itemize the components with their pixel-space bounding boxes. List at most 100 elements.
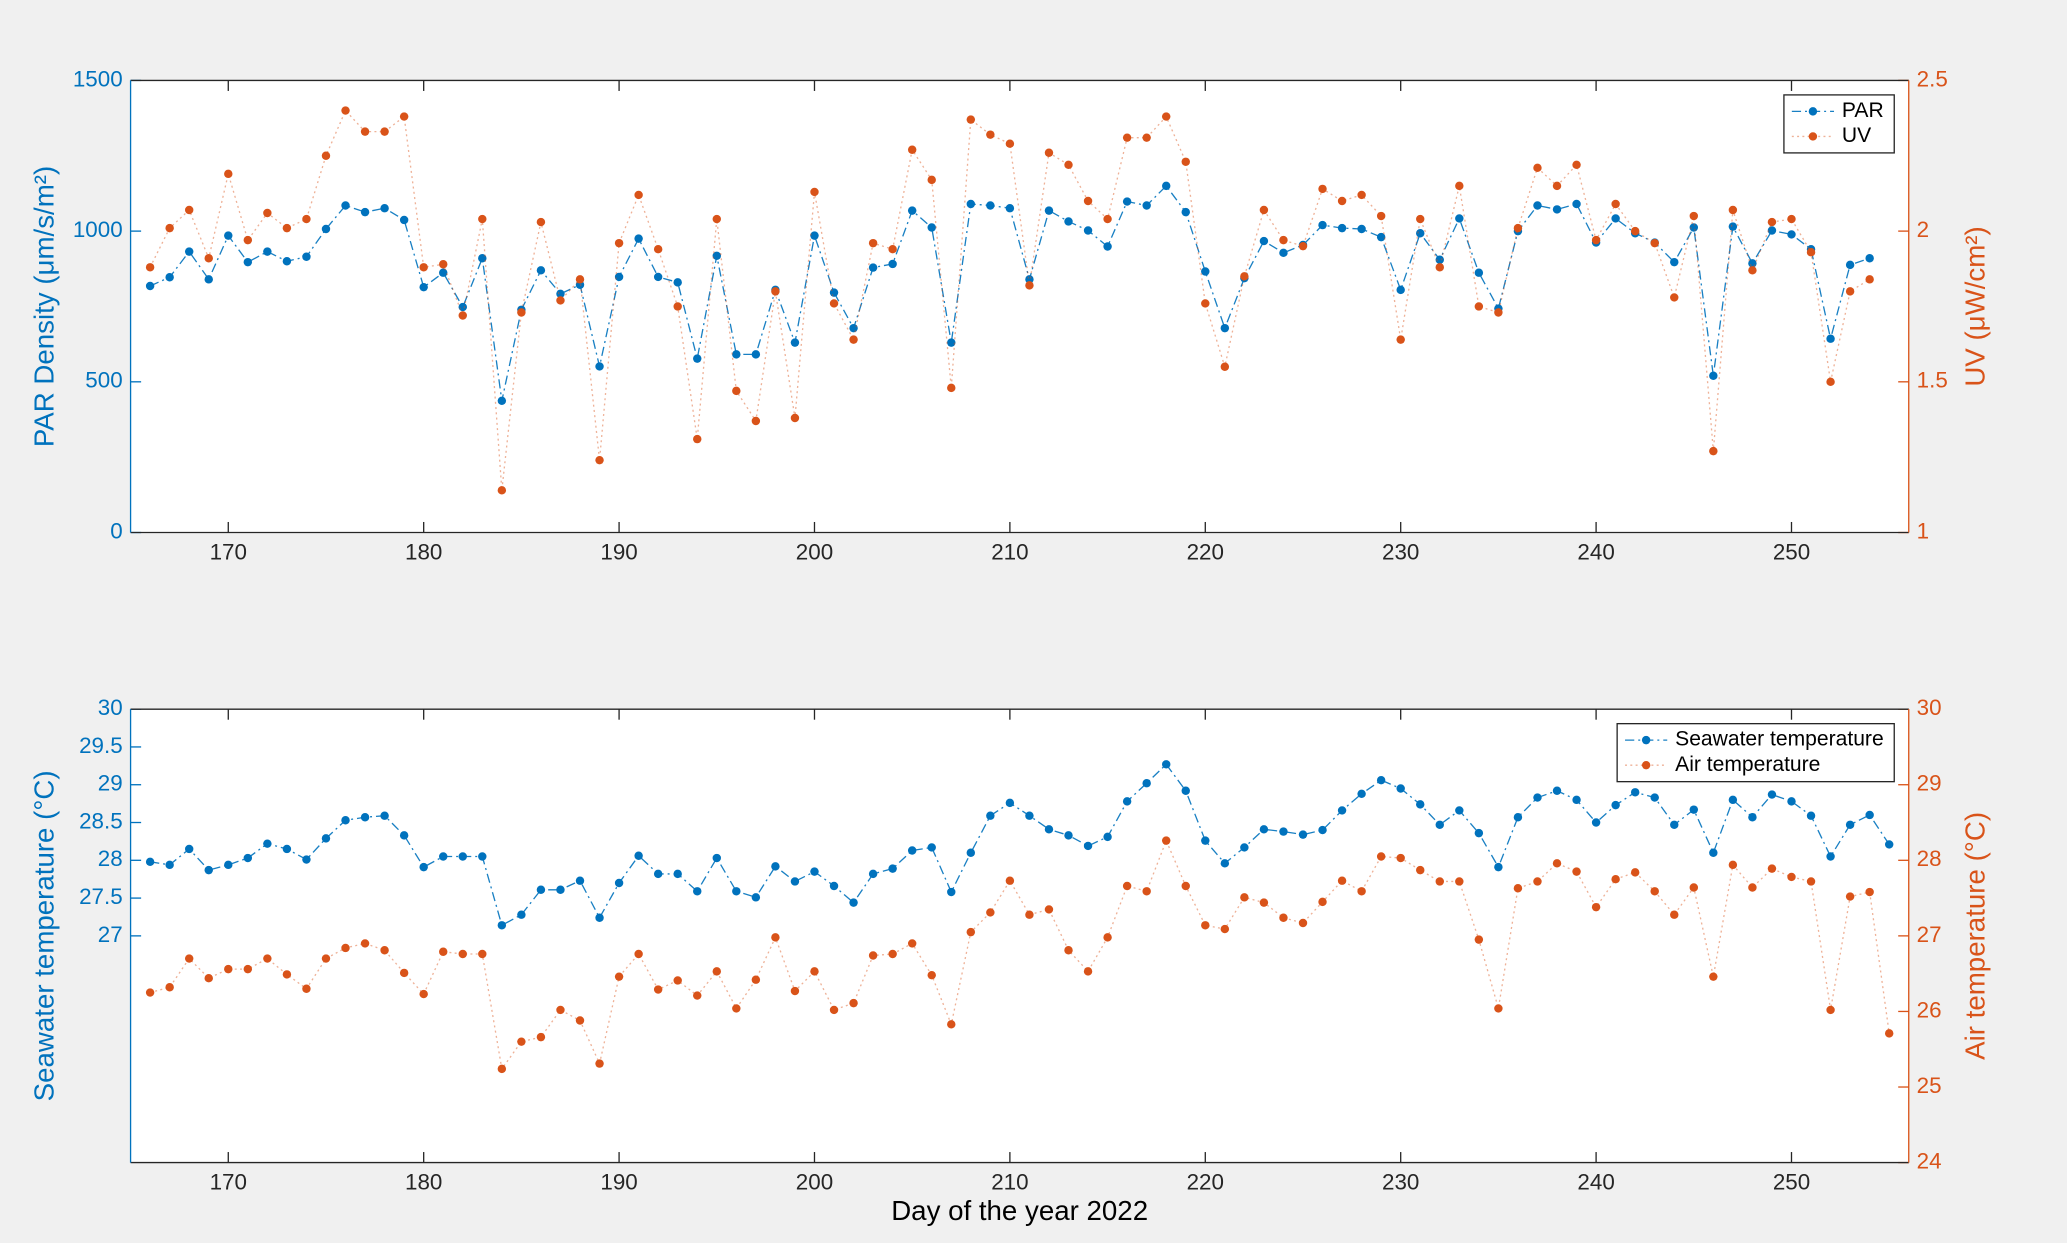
plot-area <box>130 709 1909 1163</box>
data-point <box>282 844 292 854</box>
data-point <box>1025 281 1034 290</box>
data-point <box>1767 226 1777 235</box>
data-point <box>693 991 702 1000</box>
legend-marker <box>1808 132 1818 141</box>
data-point <box>145 857 155 867</box>
data-point <box>1259 236 1269 246</box>
data-point <box>712 251 722 261</box>
data-point <box>497 921 507 930</box>
y2-axis-label: Air temperature (°C) <box>1960 812 1991 1060</box>
data-point <box>1435 263 1444 272</box>
data-point <box>673 976 682 985</box>
data-point <box>1416 800 1425 809</box>
y-tick-label: 30 <box>98 695 123 720</box>
data-point <box>575 1016 585 1025</box>
data-point <box>829 288 839 297</box>
data-point <box>380 811 389 820</box>
y-tick-label: 1000 <box>73 217 123 242</box>
data-point <box>1552 786 1562 795</box>
data-point <box>360 939 370 948</box>
data-point <box>927 843 936 852</box>
data-point <box>282 223 292 233</box>
data-point <box>556 289 565 299</box>
data-point <box>263 954 272 963</box>
data-point <box>1201 267 1210 276</box>
y-tick-label: 29 <box>98 771 123 796</box>
data-point <box>790 986 800 996</box>
data-point <box>302 214 311 224</box>
data-point <box>947 887 956 897</box>
data-point <box>1122 133 1132 142</box>
data-point <box>497 486 507 495</box>
data-point <box>1181 157 1190 167</box>
x-tick-label: 230 <box>1382 540 1419 565</box>
data-point <box>165 860 174 870</box>
y2-tick-label: 25 <box>1917 1073 1942 1098</box>
data-point <box>653 244 663 254</box>
data-point <box>595 362 604 371</box>
data-point <box>1103 242 1112 251</box>
x-tick-label: 180 <box>405 1170 442 1195</box>
x-tick-label: 240 <box>1577 540 1614 565</box>
data-point <box>810 867 819 876</box>
data-point <box>1787 230 1796 239</box>
data-point <box>1161 760 1171 769</box>
data-point <box>907 145 917 154</box>
legend-label: PAR <box>1842 99 1884 122</box>
data-point <box>614 878 624 888</box>
data-point <box>1806 811 1816 820</box>
data-point <box>1572 795 1581 805</box>
data-point <box>439 947 448 956</box>
data-point <box>1533 793 1542 802</box>
data-point <box>1298 830 1308 839</box>
data-point <box>1513 813 1523 822</box>
data-point <box>1376 852 1386 861</box>
data-point <box>1728 860 1738 870</box>
data-point <box>1689 805 1699 814</box>
data-point <box>1591 818 1601 827</box>
x-tick-label: 210 <box>991 1170 1028 1195</box>
data-point <box>810 231 819 240</box>
data-point <box>1709 848 1718 857</box>
data-point <box>1044 905 1054 914</box>
data-point <box>478 852 487 861</box>
data-point <box>341 201 350 210</box>
data-point <box>399 112 409 121</box>
data-point <box>1767 864 1777 873</box>
data-point <box>497 1064 507 1074</box>
data-point <box>653 869 663 879</box>
y-tick-label: 27.5 <box>79 884 123 909</box>
data-point <box>1650 793 1659 802</box>
data-point <box>966 927 976 937</box>
data-point <box>243 257 253 267</box>
data-point <box>380 203 389 213</box>
data-point <box>243 853 253 863</box>
data-point <box>1298 241 1308 251</box>
data-point <box>1220 924 1230 934</box>
data-point <box>1884 1029 1894 1038</box>
data-point <box>771 287 780 296</box>
legend-marker <box>1808 107 1818 116</box>
x-tick-label: 230 <box>1382 1170 1419 1195</box>
x-tick-label: 180 <box>405 540 442 565</box>
data-point <box>1161 112 1171 121</box>
data-point <box>712 214 722 224</box>
data-point <box>321 224 331 234</box>
y-tick-label: 1500 <box>73 66 123 91</box>
data-point <box>1396 853 1405 863</box>
data-point <box>341 943 350 953</box>
y-axis-label: PAR Density (μm/s/m²) <box>29 166 60 447</box>
data-point <box>810 967 819 976</box>
data-point <box>1142 133 1151 142</box>
data-point <box>1767 217 1777 227</box>
data-point <box>360 127 370 136</box>
data-point <box>360 813 370 822</box>
data-point <box>1240 893 1249 902</box>
data-point <box>1670 820 1679 830</box>
data-point <box>1845 260 1855 270</box>
data-point <box>1240 272 1249 281</box>
data-point <box>1474 268 1484 277</box>
data-point <box>302 252 311 261</box>
data-point <box>1122 797 1132 806</box>
